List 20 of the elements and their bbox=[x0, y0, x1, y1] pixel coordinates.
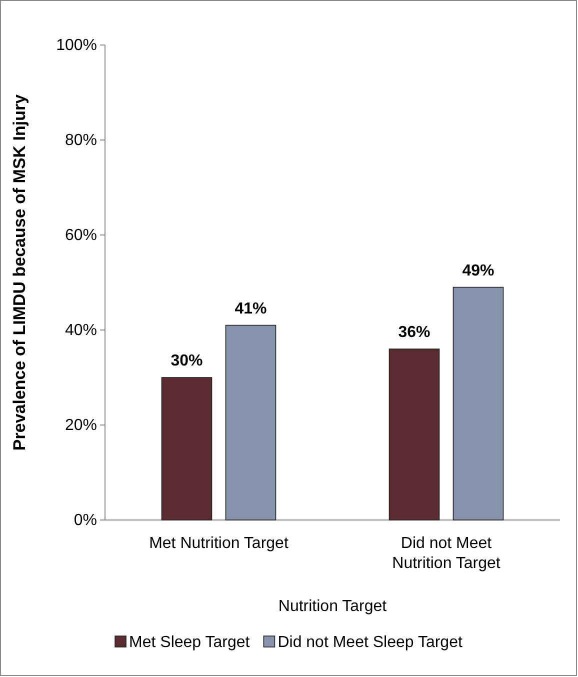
x-tick-label: Met Nutrition Target bbox=[149, 535, 289, 552]
y-tick-label: 60% bbox=[64, 227, 97, 244]
legend-label: Met Sleep Target bbox=[129, 634, 250, 651]
y-tick-label: 100% bbox=[56, 37, 97, 54]
bar bbox=[161, 377, 212, 520]
legend-label: Did not Meet Sleep Target bbox=[278, 634, 463, 651]
x-axis-title: Nutrition Target bbox=[278, 598, 388, 615]
y-tick-label: 20% bbox=[64, 417, 97, 434]
text: 41% bbox=[234, 300, 267, 318]
text: 30% bbox=[170, 352, 203, 370]
y-tick-label: 0% bbox=[74, 512, 97, 530]
y-tick-label: 40% bbox=[64, 322, 97, 340]
text: 49% bbox=[462, 262, 494, 280]
x-tick-label: Did not Meet Nutrition Target bbox=[392, 535, 501, 572]
bar bbox=[452, 286, 504, 520]
bar bbox=[388, 348, 440, 520]
y-tick-label: 80% bbox=[64, 132, 97, 150]
y-axis-title: Prevalence of LIMDU because of MSK Injury bbox=[10, 94, 29, 451]
text: 36% bbox=[398, 324, 430, 341]
bar bbox=[225, 324, 276, 520]
